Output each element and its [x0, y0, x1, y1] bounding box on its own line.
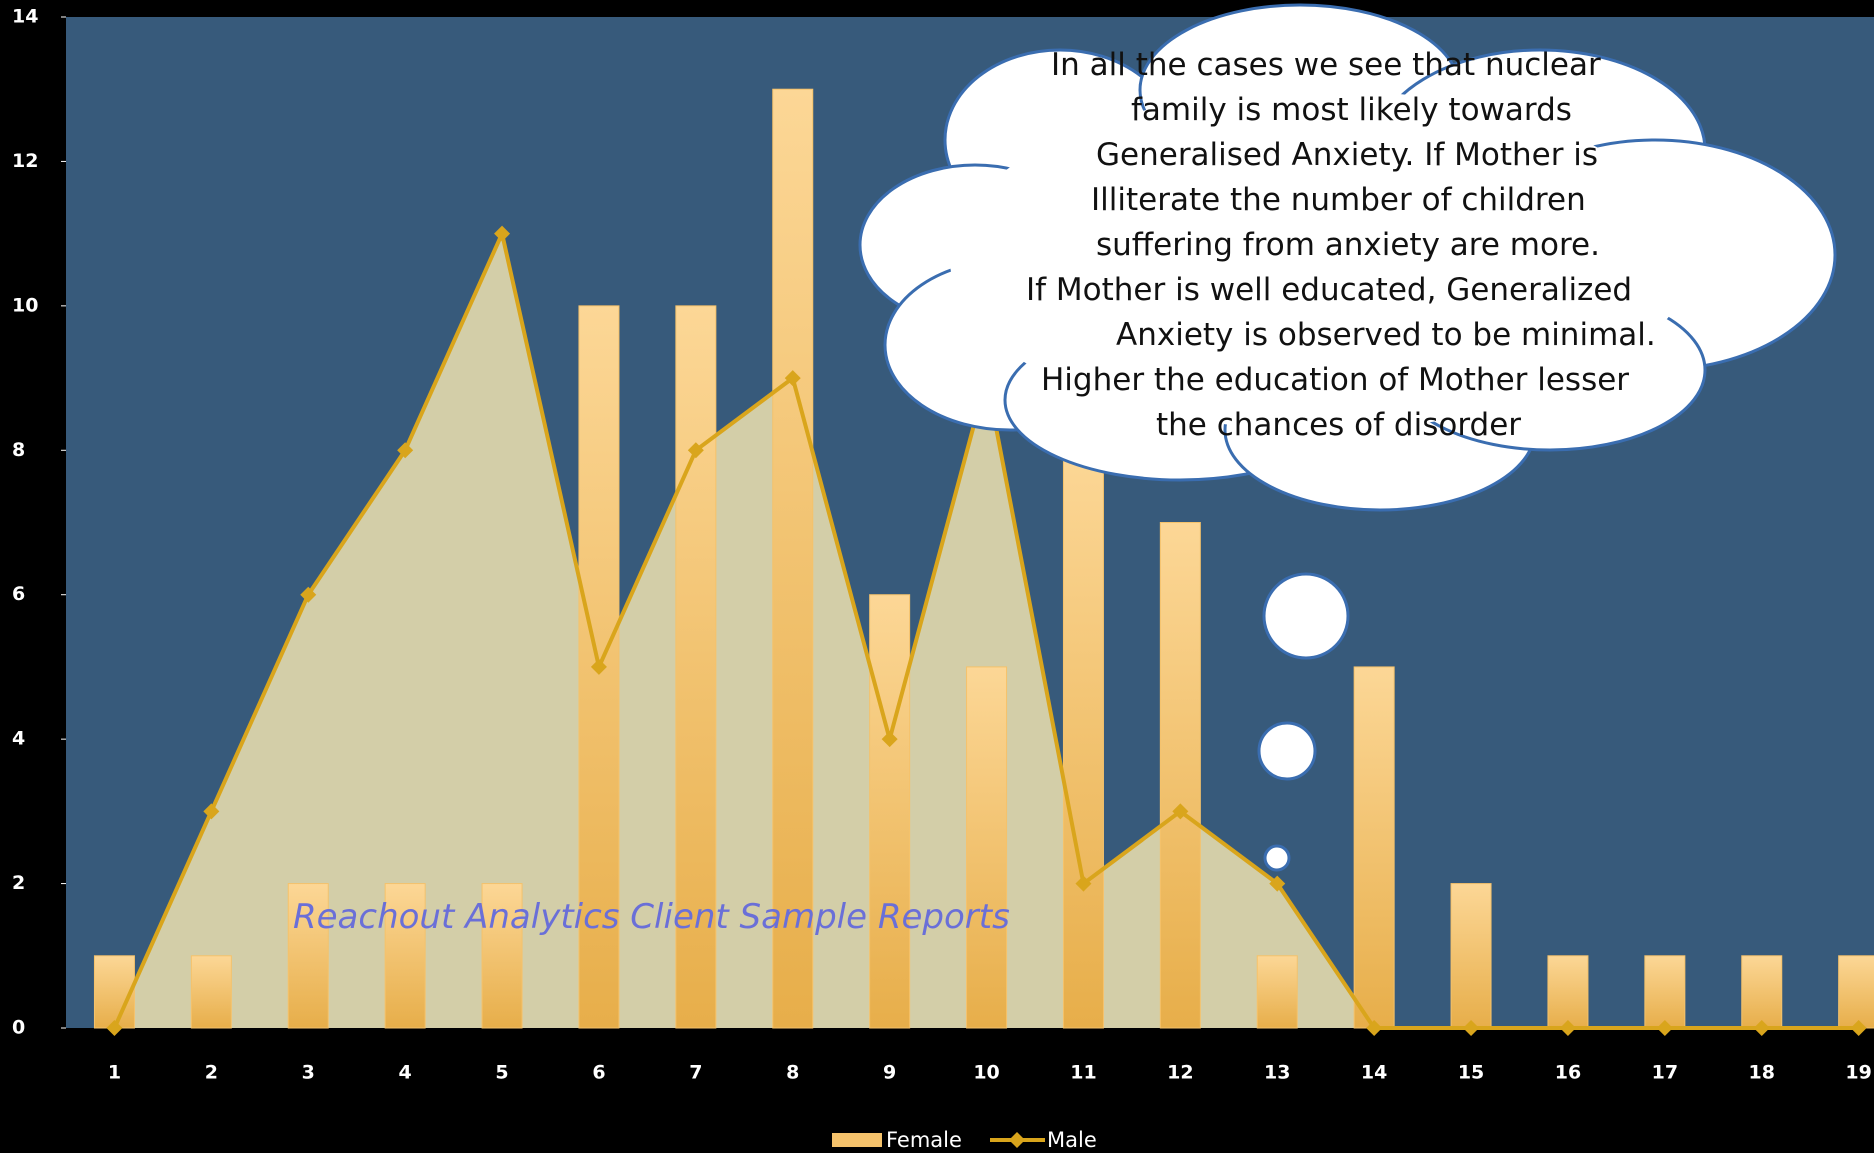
bar	[1062, 449, 1104, 1029]
bar	[869, 594, 911, 1029]
x-tick-label: 12	[1167, 1062, 1193, 1084]
x-tick-label: 15	[1458, 1062, 1484, 1084]
x-tick-label: 13	[1264, 1062, 1290, 1084]
x-tick-label: 7	[689, 1062, 702, 1084]
annotation-line: Higher the education of Mother lesser	[1041, 362, 1629, 398]
x-tick-label: 5	[495, 1062, 508, 1084]
x-tick-label: 3	[302, 1062, 315, 1084]
bar	[772, 88, 814, 1029]
y-tick-label: 8	[12, 439, 25, 461]
y-tick-label: 0	[12, 1017, 25, 1039]
bar	[966, 666, 1008, 1029]
callout-cloud	[858, 3, 1837, 872]
bar	[1450, 883, 1492, 1029]
x-tick-label: 14	[1361, 1062, 1387, 1084]
y-tick-label: 2	[12, 872, 25, 894]
marker	[1269, 875, 1286, 892]
x-tick-label: 9	[883, 1062, 896, 1084]
annotation-line: Generalised Anxiety. If Mother is	[1096, 137, 1598, 173]
marker	[590, 658, 607, 675]
bar	[1353, 666, 1395, 1029]
marker	[1366, 1020, 1383, 1036]
x-tick-label: 17	[1652, 1062, 1678, 1084]
marker	[687, 442, 704, 459]
bar	[1741, 955, 1783, 1029]
annotation-line: family is most likely towards	[1131, 92, 1572, 128]
y-tick-label: 4	[12, 728, 25, 750]
legend-label: Female	[886, 1128, 962, 1152]
marker	[203, 803, 220, 820]
marker	[784, 370, 801, 387]
marker	[494, 225, 511, 242]
bar	[1256, 955, 1298, 1029]
annotation-line: Anxiety is observed to be minimal.	[1116, 317, 1656, 353]
male-area	[114, 233, 1859, 1029]
marker	[300, 586, 317, 603]
x-tick-label: 4	[399, 1062, 412, 1084]
x-tick-label: 18	[1749, 1062, 1775, 1084]
x-tick-label: 8	[786, 1062, 799, 1084]
bar	[1159, 522, 1201, 1029]
x-tick-label: 19	[1845, 1062, 1871, 1084]
bar	[190, 955, 232, 1029]
bar	[287, 883, 329, 1029]
annotation-line: Illiterate the number of children	[1091, 182, 1586, 218]
legend-label: Male	[1047, 1128, 1097, 1152]
marker	[1656, 1020, 1673, 1036]
watermark: Reachout Analytics Client Sample Reports	[293, 897, 1010, 937]
bar	[1644, 955, 1686, 1029]
x-tick-label: 6	[592, 1062, 605, 1084]
bar	[481, 883, 523, 1029]
x-tick-label: 11	[1070, 1062, 1096, 1084]
y-tick-label: 12	[12, 150, 38, 172]
marker	[397, 442, 414, 459]
bar	[93, 955, 135, 1029]
bar	[1547, 955, 1589, 1029]
x-tick-label: 1	[108, 1062, 121, 1084]
bar	[384, 883, 426, 1029]
marker	[881, 731, 898, 748]
annotation-line: suffering from anxiety are more.	[1096, 227, 1600, 263]
marker	[1172, 803, 1189, 820]
marker	[1463, 1020, 1480, 1036]
legend-swatch	[832, 1133, 882, 1147]
marker	[1850, 1020, 1867, 1036]
y-tick-label: 14	[12, 6, 38, 28]
legend-marker	[1009, 1132, 1025, 1148]
marker	[1075, 875, 1092, 892]
y-tick-label: 6	[12, 583, 25, 605]
marker	[1559, 1020, 1576, 1036]
marker	[106, 1020, 123, 1036]
annotation-line: If Mother is well educated, Generalized	[1026, 272, 1632, 308]
bar	[675, 305, 717, 1029]
bar	[1838, 955, 1874, 1029]
marker	[1753, 1020, 1770, 1036]
x-tick-label: 16	[1555, 1062, 1581, 1084]
y-tick-label: 10	[12, 294, 38, 316]
annotation-line: In all the cases we see that nuclear	[1051, 47, 1601, 83]
x-tick-label: 10	[973, 1062, 999, 1084]
x-tick-label: 2	[205, 1062, 218, 1084]
annotation-line: the chances of disorder	[1156, 407, 1521, 443]
